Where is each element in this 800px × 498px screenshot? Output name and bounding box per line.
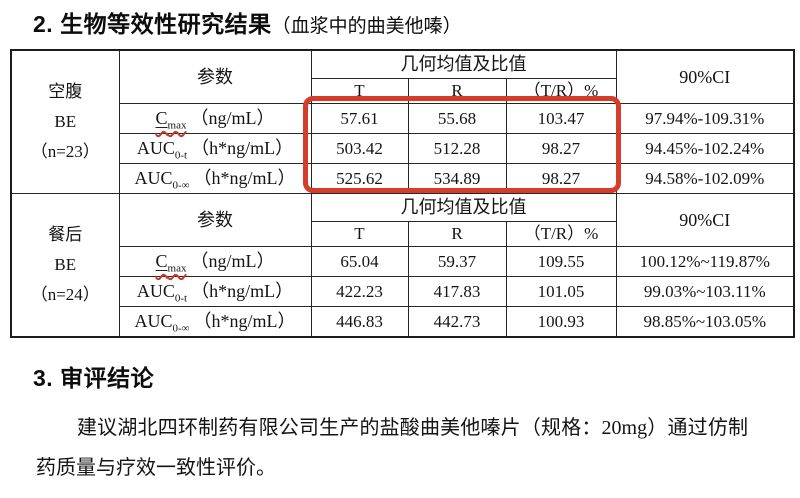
value-t: 503.42 — [310, 133, 409, 164]
value-ci: 99.03%~103.11% — [615, 276, 795, 307]
subheader-tr-ratio: （T/R）% — [505, 221, 617, 247]
section2-heading-text: 2. 生物等效性研究结果 — [33, 11, 272, 37]
value-t: 446.83 — [310, 306, 409, 338]
group-line: （n=23） — [30, 142, 100, 161]
subheader-t: T — [310, 221, 409, 247]
group-cell-fed: 餐后 BE （n=24） — [10, 193, 120, 338]
value-t: 525.62 — [310, 163, 409, 194]
subheader-r: R — [407, 78, 507, 104]
ci-header: 90%CI — [615, 193, 795, 247]
value-r: 417.83 — [407, 276, 507, 307]
value-ratio: 101.05 — [505, 276, 617, 307]
value-ratio: 109.55 — [505, 246, 617, 277]
value-ratio: 98.27 — [505, 133, 617, 164]
group-line: 餐后 — [48, 225, 83, 244]
table-row: AUC0-t （h*ng/mL） 422.23 417.83 101.05 99.… — [11, 276, 795, 307]
table-row: Cmax （ng/mL） 57.61 55.68 103.47 97.94%-10… — [11, 103, 795, 134]
param-unit: （h*ng/mL） — [193, 311, 296, 332]
value-ratio: 100.93 — [505, 306, 617, 338]
geomean-header: 几何均值及比值 — [310, 193, 617, 222]
param-cell-auc0t: AUC0-t （h*ng/mL） — [118, 133, 312, 164]
table-row: AUC0-∞ （h*ng/mL） 446.83 442.73 100.93 98.… — [11, 306, 795, 338]
group-line: 空腹 — [48, 82, 83, 101]
param-unit: （h*ng/mL） — [191, 281, 294, 302]
param-unit: （ng/mL） — [190, 251, 275, 272]
param-unit: （ng/mL） — [190, 108, 275, 129]
value-ci: 98.85%~103.05% — [615, 306, 795, 338]
param-cell-auc0inf: AUC0-∞ （h*ng/mL） — [118, 306, 312, 338]
param-unit: （h*ng/mL） — [191, 138, 294, 159]
param-cell-cmax: Cmax （ng/mL） — [118, 103, 312, 134]
group-line: BE — [54, 112, 77, 131]
conclusion-paragraph: 建议湖北四环制药有限公司生产的盐酸曲美他嗪片（规格：20mg）通过仿制药质量与疗… — [36, 417, 748, 479]
value-r: 59.37 — [407, 246, 507, 277]
param-header: 参数 — [118, 193, 312, 247]
param-header: 参数 — [118, 49, 312, 104]
value-r: 512.28 — [407, 133, 507, 164]
spellcheck-mark: Cmax — [155, 251, 187, 275]
subheader-t: T — [310, 78, 409, 104]
table-row: Cmax （ng/mL） 65.04 59.37 109.55 100.12%~1… — [11, 246, 795, 277]
value-ci: 100.12%~119.87% — [615, 246, 795, 277]
subheader-r: R — [407, 221, 507, 247]
value-ci: 97.94%-109.31% — [615, 103, 795, 134]
be-results-table-wrap: 空腹 BE （n=23） 参数 几何均值及比值 90%CI T R （T/R）%… — [10, 49, 796, 338]
ci-header: 90%CI — [615, 49, 795, 104]
value-t: 422.23 — [310, 276, 409, 307]
group-line: BE — [54, 255, 77, 274]
section2-heading-paren: （血浆中的曲美他嗪） — [271, 16, 462, 37]
table-row: AUC0-∞ （h*ng/mL） 525.62 534.89 98.27 94.5… — [11, 163, 795, 194]
param-cell-auc0t: AUC0-t （h*ng/mL） — [118, 276, 312, 307]
be-results-table: 空腹 BE （n=23） 参数 几何均值及比值 90%CI T R （T/R）%… — [10, 49, 796, 338]
value-ci: 94.45%-102.24% — [615, 133, 795, 164]
value-ratio: 103.47 — [505, 103, 617, 134]
param-unit: （h*ng/mL） — [193, 168, 296, 189]
spellcheck-mark: Cmax — [155, 108, 187, 132]
value-ratio: 98.27 — [505, 163, 617, 194]
value-r: 534.89 — [407, 163, 507, 194]
param-cell-cmax: Cmax （ng/mL） — [118, 246, 312, 277]
table-row: T R （T/R）% — [11, 221, 794, 247]
section3-heading: 3. 审评结论 — [33, 365, 155, 391]
group-cell-fasting: 空腹 BE （n=23） — [10, 49, 120, 194]
param-cell-auc0inf: AUC0-∞ （h*ng/mL） — [118, 163, 312, 194]
subheader-tr-ratio: （T/R）% — [505, 78, 617, 104]
value-t: 65.04 — [310, 246, 409, 277]
value-t: 57.61 — [310, 103, 409, 134]
table-row: 空腹 BE （n=23） 参数 几何均值及比值 90%CI — [10, 49, 795, 194]
value-ci: 94.58%-102.09% — [615, 163, 795, 194]
value-r: 55.68 — [407, 103, 507, 134]
value-r: 442.73 — [407, 306, 507, 338]
section2-heading: 2. 生物等效性研究结果（血浆中的曲美他嗪） — [33, 9, 800, 42]
geomean-header: 几何均值及比值 — [310, 49, 617, 79]
table-row: 餐后 BE （n=24） 参数 几何均值及比值 90%CI — [10, 193, 795, 338]
table-row: AUC0-t （h*ng/mL） 503.42 512.28 98.27 94.4… — [11, 133, 795, 164]
group-line: （n=24） — [30, 285, 100, 304]
document-page: 2. 生物等效性研究结果（血浆中的曲美他嗪） 空腹 BE （n=23） 参数 几… — [0, 9, 800, 488]
